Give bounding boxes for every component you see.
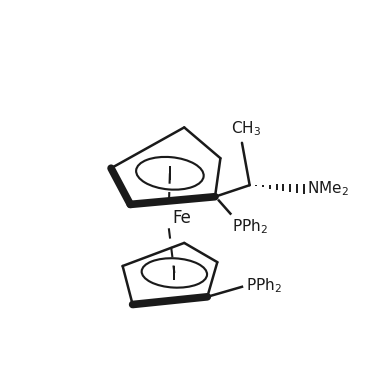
- Text: PPh$_2$: PPh$_2$: [232, 218, 268, 236]
- Text: PPh$_2$: PPh$_2$: [246, 276, 282, 294]
- Text: Fe: Fe: [173, 208, 192, 227]
- Text: NMe$_2$: NMe$_2$: [307, 180, 348, 198]
- Text: CH$_3$: CH$_3$: [231, 120, 261, 138]
